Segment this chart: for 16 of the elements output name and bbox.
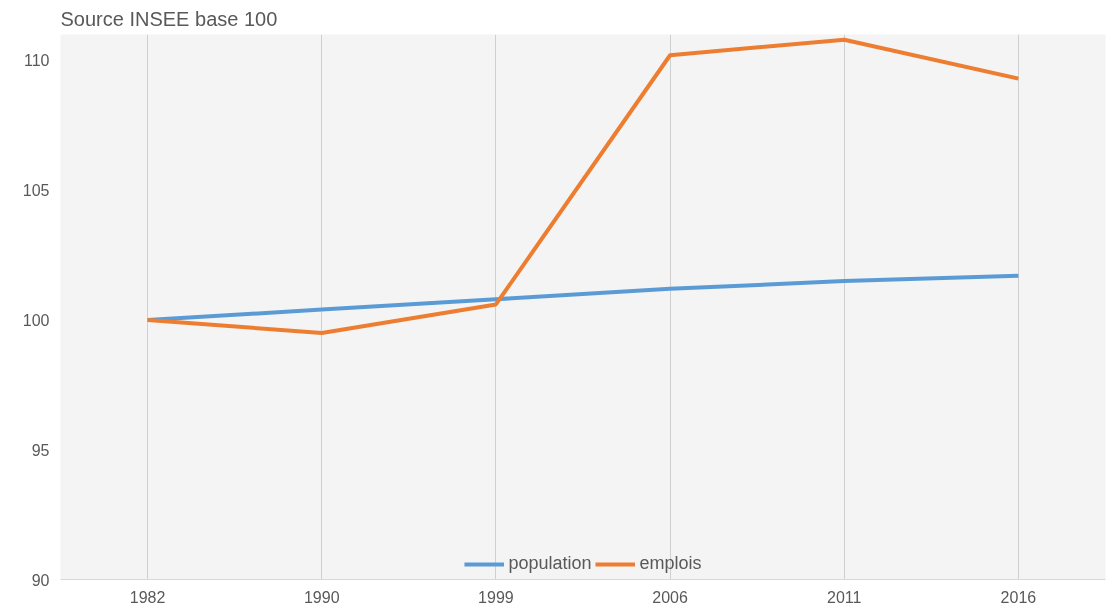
x-tick-label: 1999 bbox=[478, 588, 514, 606]
y-tick-label: 90 bbox=[31, 571, 50, 589]
line-series bbox=[145, 37, 1021, 335]
y-tick-label: 110 bbox=[23, 52, 50, 70]
x-tick-label: 1982 bbox=[129, 588, 166, 606]
y-tick-label: 95 bbox=[31, 441, 50, 459]
legend-label: emplois bbox=[639, 553, 702, 574]
chart-title: Source INSEE base 100 bbox=[60, 7, 278, 30]
x-tick-label: 2016 bbox=[1000, 588, 1037, 606]
x-tick-label: 2006 bbox=[652, 588, 688, 606]
legend-label: population bbox=[508, 553, 592, 574]
x-tick-label: 1990 bbox=[303, 588, 340, 606]
x-tick-label: 2011 bbox=[827, 588, 862, 606]
y-tick-label: 105 bbox=[22, 182, 50, 200]
line-series bbox=[145, 273, 1021, 322]
y-tick-label: 100 bbox=[22, 311, 50, 329]
